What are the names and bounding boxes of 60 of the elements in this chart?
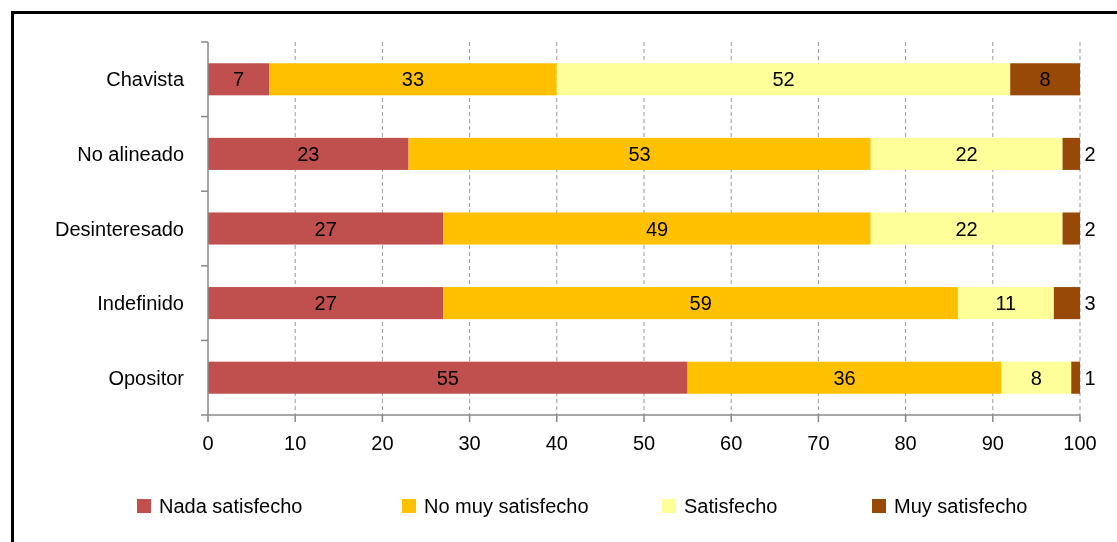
x-tick-label: 0 — [202, 432, 214, 454]
y-tick-label: No alineado — [77, 142, 184, 165]
bar — [1053, 287, 1080, 320]
data-label: 7 — [232, 68, 245, 91]
data-label: 49 — [645, 217, 669, 240]
data-label: 27 — [314, 292, 337, 315]
data-label: 11 — [995, 292, 1017, 315]
legend-label: No muy satisfecho — [424, 495, 589, 517]
y-tick-label: Indefinido — [97, 292, 184, 315]
bar — [208, 137, 409, 170]
bar — [1001, 361, 1072, 394]
x-tick-label: 40 — [545, 432, 568, 454]
data-label: 33 — [401, 68, 425, 91]
x-tick-label: 90 — [981, 432, 1004, 454]
x-tick-label: 60 — [720, 432, 743, 454]
bar — [1010, 63, 1080, 96]
x-tick-label: 50 — [632, 432, 656, 454]
x-tick-label: 80 — [894, 432, 917, 454]
bar — [208, 287, 444, 320]
bar — [1062, 137, 1080, 170]
bar — [556, 63, 1011, 96]
data-label: 27 — [314, 217, 337, 240]
data-label: 8 — [1030, 366, 1042, 389]
data-label: 53 — [628, 142, 651, 165]
data-label: 3 — [1084, 292, 1096, 315]
data-label: 8 — [1039, 68, 1051, 91]
bar — [443, 287, 958, 320]
bar — [957, 287, 1054, 320]
data-label: 55 — [436, 366, 459, 389]
data-label: 52 — [772, 68, 795, 91]
legend-label: Muy satisfecho — [894, 495, 1028, 517]
x-tick-label: 100 — [1063, 432, 1097, 454]
legend-label: Nada satisfecho — [159, 495, 303, 517]
data-label: 2 — [1084, 217, 1096, 240]
bar — [208, 361, 688, 394]
data-label: 36 — [833, 366, 856, 389]
bar — [208, 212, 444, 245]
bar — [443, 212, 871, 245]
data-label: 59 — [689, 292, 712, 315]
bar — [870, 212, 1063, 245]
data-label: 23 — [297, 142, 320, 165]
data-label: 2 — [1084, 142, 1096, 165]
x-tick-label: 20 — [371, 432, 394, 454]
x-tick-label: 30 — [458, 432, 481, 454]
x-tick-label: 10 — [284, 432, 307, 454]
y-tick-label: Opositor — [108, 366, 185, 389]
data-label: 22 — [955, 217, 978, 240]
bar — [1071, 361, 1080, 394]
data-label: 1 — [1084, 366, 1096, 389]
bar — [687, 361, 1002, 394]
bar — [269, 63, 557, 96]
y-tick-label: Desinteresado — [55, 217, 184, 240]
y-tick-label: Chavista — [106, 68, 185, 91]
bar — [408, 137, 871, 170]
bar — [208, 63, 270, 96]
data-label: 22 — [955, 142, 978, 165]
legend-label: Satisfecho — [684, 495, 778, 517]
bar — [1062, 212, 1080, 245]
x-tick-label: 70 — [807, 432, 830, 454]
bar — [870, 137, 1063, 170]
